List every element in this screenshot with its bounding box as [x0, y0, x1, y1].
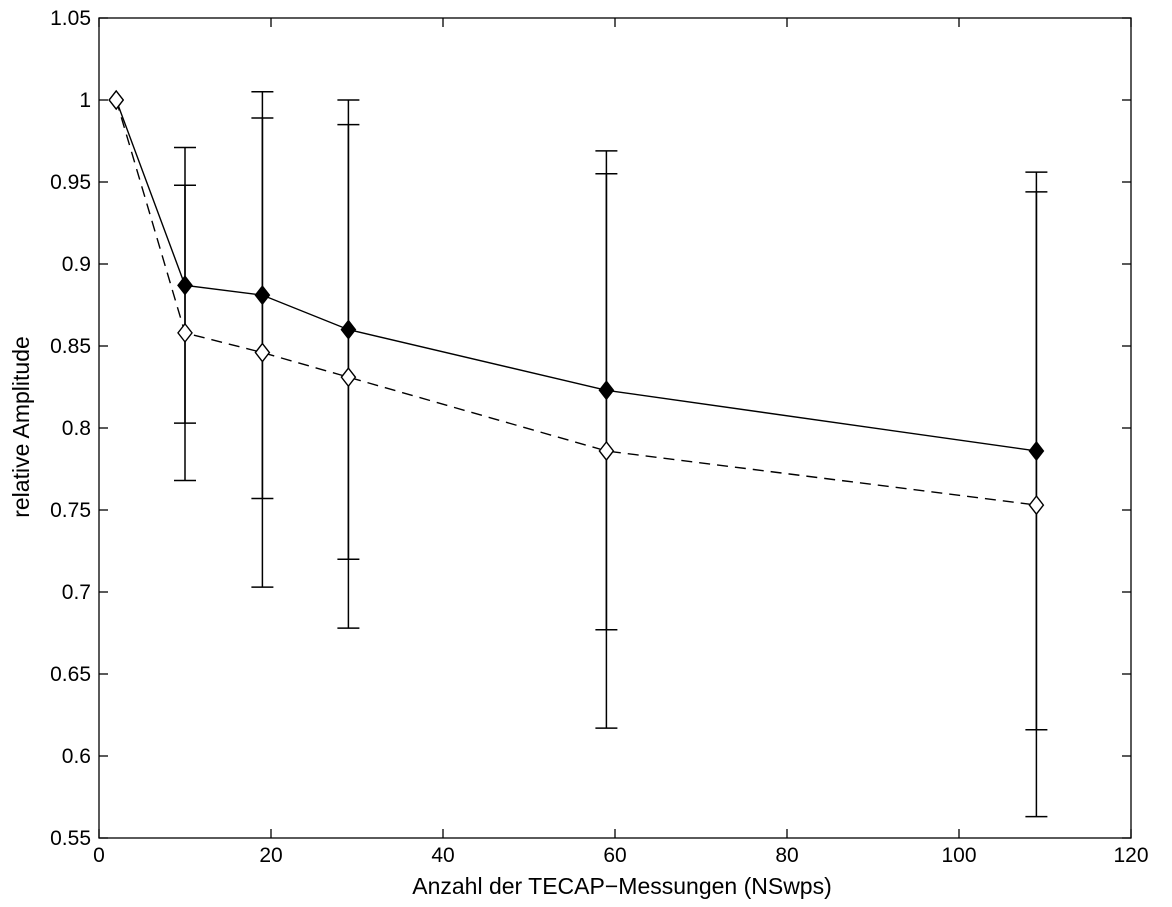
- y-tick-label: 0.65: [50, 663, 91, 686]
- x-tick-label: 120: [1113, 844, 1148, 867]
- y-tick-label: 0.6: [62, 745, 91, 768]
- x-tick-label: 0: [93, 844, 105, 867]
- series-2-marker: [254, 342, 271, 363]
- series-1-marker: [254, 285, 271, 306]
- x-tick-label: 100: [941, 844, 976, 867]
- y-tick-label: 1: [79, 89, 91, 112]
- series-1-marker: [340, 319, 357, 340]
- x-tick-label: 80: [775, 844, 798, 867]
- plot-area: 0 20 40 60 80 100 120 0.55 0.6 0.65 0.7 0.75 0.8 0.85…: [50, 7, 1148, 867]
- y-tick-label: 0.8: [62, 417, 91, 440]
- series-2-marker: [340, 367, 357, 388]
- x-tick-label: 40: [431, 844, 454, 867]
- series-1-line: [115, 99, 1037, 452]
- series-2-marker: [177, 322, 193, 344]
- x-tick-label: 20: [259, 844, 282, 867]
- series-1-marker: [598, 380, 615, 401]
- series-2-marker: [1028, 494, 1045, 516]
- series-2-marker: [598, 440, 615, 462]
- y-tick-label: 0.95: [50, 171, 91, 194]
- series-2-marker: [108, 89, 125, 111]
- x-axis-label: Anzahl der TECAP−Messungen (NSwps): [412, 873, 832, 899]
- y-axis-label: relative Amplitude: [8, 336, 34, 518]
- y-tick-label: 0.7: [62, 581, 91, 604]
- y-tick-label: 0.9: [62, 253, 91, 276]
- y-tick-label: 0.75: [50, 499, 91, 522]
- y-tick-label: 1.05: [50, 7, 91, 30]
- series-2-line: [115, 99, 1037, 506]
- y-tick-label: 0.55: [50, 827, 91, 850]
- y-tick-label: 0.85: [50, 335, 91, 358]
- x-tick-label: 60: [603, 844, 626, 867]
- series-1-marker: [177, 275, 193, 296]
- series-1-marker: [1028, 440, 1045, 462]
